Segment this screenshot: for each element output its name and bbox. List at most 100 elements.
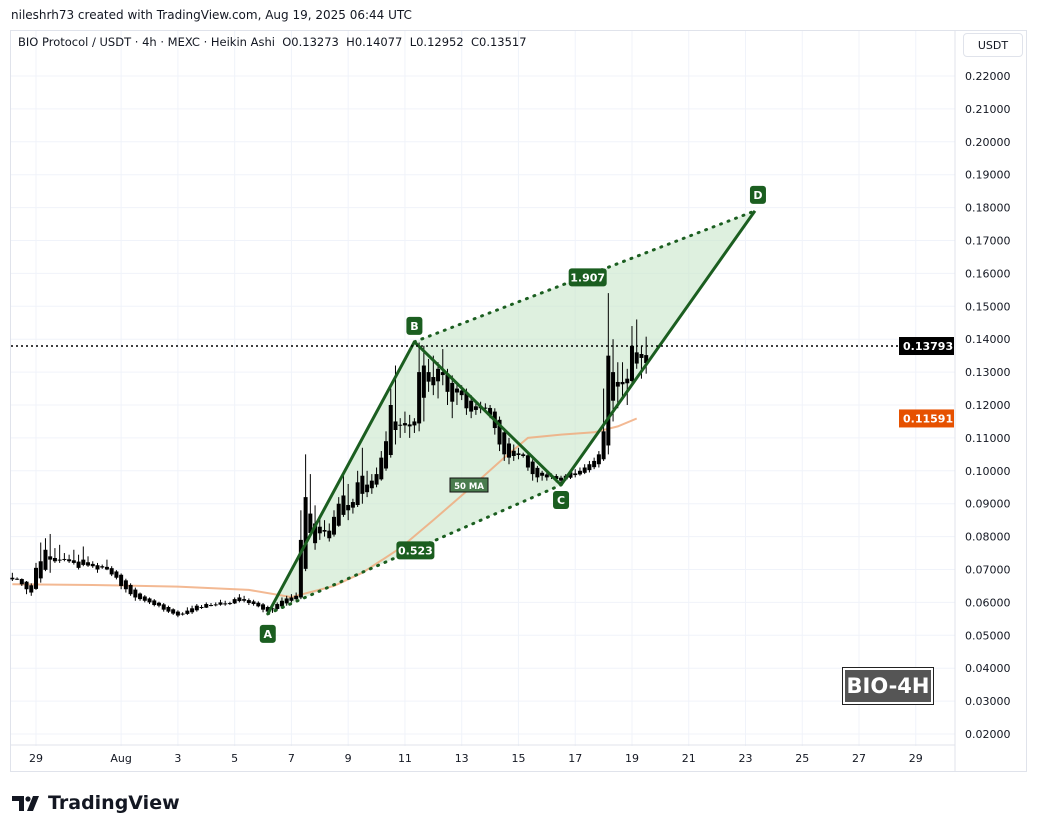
x-tick-label: 25 xyxy=(795,752,809,765)
point-label-d-box xyxy=(749,185,766,204)
ma-price-label: 0.11591 xyxy=(903,412,953,425)
candle-body xyxy=(573,473,578,476)
y-tick-label: 0.15000 xyxy=(965,300,1011,313)
candle-body xyxy=(535,467,540,478)
candle-body xyxy=(374,474,379,485)
candle-body xyxy=(639,354,644,358)
candle-body xyxy=(100,566,105,568)
candle-body xyxy=(388,405,393,456)
candle-body xyxy=(620,381,625,385)
y-tick-label: 0.19000 xyxy=(965,169,1011,182)
x-tick-label: 7 xyxy=(288,752,295,765)
candle-body xyxy=(81,559,86,565)
candle-body xyxy=(469,400,474,412)
y-tick-label: 0.03000 xyxy=(965,695,1011,708)
point-label-a: A xyxy=(264,628,273,641)
y-tick-label: 0.13000 xyxy=(965,366,1011,379)
candle-body xyxy=(232,599,237,604)
candles xyxy=(10,293,649,618)
y-tick-label: 0.21000 xyxy=(965,103,1011,116)
candle-body xyxy=(227,603,232,605)
candle-body xyxy=(393,421,398,431)
candle-body xyxy=(15,578,20,580)
candle-body xyxy=(568,472,573,478)
candle-body xyxy=(554,476,559,480)
tradingview-logo[interactable]: TradingView xyxy=(12,792,180,814)
candle-body xyxy=(284,598,289,604)
candle-body xyxy=(38,561,43,579)
candle-body xyxy=(473,406,478,410)
candle-body xyxy=(265,607,270,612)
ratio-label-bd-box xyxy=(568,268,607,287)
candle-body xyxy=(606,355,611,446)
candle-body xyxy=(611,372,616,401)
candle-body xyxy=(104,566,109,570)
point-label-b: B xyxy=(410,320,418,333)
leg-bc xyxy=(413,340,563,487)
candle-body xyxy=(171,609,176,614)
candle-body xyxy=(322,530,327,532)
candle-body xyxy=(251,601,256,605)
candle-body xyxy=(95,565,100,570)
point-label-c: C xyxy=(557,494,565,507)
candle-body xyxy=(365,484,370,493)
point-label-a-box xyxy=(259,624,276,643)
candle-body xyxy=(62,558,67,560)
candle-body xyxy=(313,523,318,544)
symbol-legend: BIO Protocol / USDT · 4h · MEXC · Heikin… xyxy=(18,35,527,49)
y-tick-label: 0.16000 xyxy=(965,267,1011,280)
candle-body xyxy=(19,579,24,585)
candle-body xyxy=(246,600,251,604)
candle-body xyxy=(90,563,95,567)
y-tick-label: 0.07000 xyxy=(965,564,1011,577)
candle-body xyxy=(10,577,15,580)
candle-body xyxy=(336,503,341,526)
x-tick-label: 19 xyxy=(625,752,639,765)
candle-body xyxy=(384,441,389,469)
candle-body xyxy=(57,559,62,561)
candle-body xyxy=(521,454,526,456)
candle-body xyxy=(209,605,214,607)
point-label-d: D xyxy=(753,189,762,202)
candle-body xyxy=(237,597,242,602)
chart-frame xyxy=(10,30,1027,772)
x-tick-label: 27 xyxy=(852,752,866,765)
candle-body xyxy=(596,454,601,465)
candle-body xyxy=(445,373,450,392)
y-tick-label: 0.11000 xyxy=(965,432,1011,445)
candle-body xyxy=(52,557,57,562)
chart-badge: BIO-4H xyxy=(842,667,934,705)
ma-label-box xyxy=(449,477,489,493)
point-label-c-box xyxy=(553,490,570,509)
candle-body xyxy=(592,460,597,468)
candle-body xyxy=(440,372,445,376)
currency-unit-button[interactable]: USDT xyxy=(963,33,1023,57)
x-tick-label: 21 xyxy=(682,752,696,765)
candle-body xyxy=(615,381,620,387)
x-tick-label: 5 xyxy=(231,752,238,765)
candle-body xyxy=(43,549,48,570)
candle-body xyxy=(407,424,412,427)
candle-body xyxy=(379,457,384,480)
candle-body xyxy=(133,589,138,598)
candle-body xyxy=(279,600,284,607)
x-tick-label: Aug xyxy=(110,752,131,765)
candle-body xyxy=(454,388,459,393)
candle-body xyxy=(540,472,545,476)
candle-body xyxy=(67,559,72,562)
candle-body xyxy=(24,581,29,590)
symbol-title: BIO Protocol / USDT · 4h · MEXC · Heikin… xyxy=(18,35,275,49)
y-tick-label: 0.06000 xyxy=(965,596,1011,609)
candle-body xyxy=(317,526,322,534)
candle-body xyxy=(530,461,535,475)
candle-body xyxy=(29,585,34,593)
candle-body xyxy=(185,610,190,614)
x-tick-label: 29 xyxy=(909,752,923,765)
legend-close: C0.13517 xyxy=(470,35,527,49)
y-tick-label: 0.18000 xyxy=(965,202,1011,215)
candle-body xyxy=(488,407,493,415)
candle-body xyxy=(175,611,180,616)
candle-body xyxy=(431,377,436,386)
candle-body xyxy=(625,378,630,384)
